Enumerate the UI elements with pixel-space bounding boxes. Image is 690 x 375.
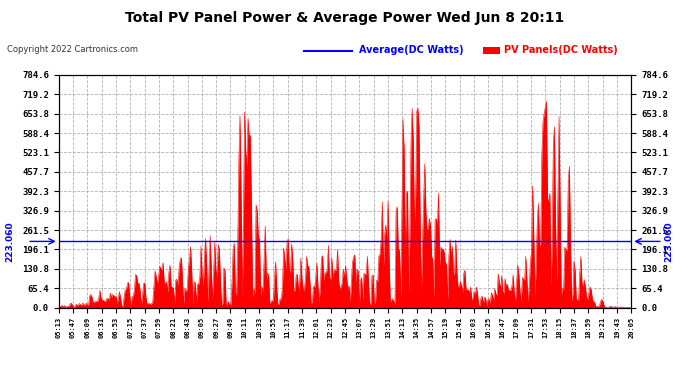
Text: Average(DC Watts): Average(DC Watts)	[359, 45, 464, 55]
Text: 223.060: 223.060	[664, 221, 673, 262]
Text: Total PV Panel Power & Average Power Wed Jun 8 20:11: Total PV Panel Power & Average Power Wed…	[126, 11, 564, 25]
Text: Copyright 2022 Cartronics.com: Copyright 2022 Cartronics.com	[7, 45, 138, 54]
Text: PV Panels(DC Watts): PV Panels(DC Watts)	[504, 45, 618, 55]
Text: 223.060: 223.060	[6, 221, 14, 262]
